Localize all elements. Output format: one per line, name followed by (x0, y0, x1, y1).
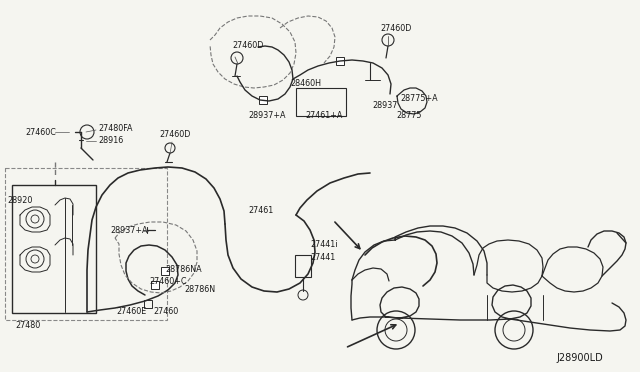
Bar (144, 300, 152, 308)
Text: 28775+A: 28775+A (400, 93, 438, 103)
Bar (5, 168, 167, 320)
Text: 28775: 28775 (396, 110, 422, 119)
Text: 27461+A: 27461+A (305, 110, 342, 119)
Bar (296, 88, 346, 116)
Text: 27441i: 27441i (310, 240, 337, 248)
Bar (151, 281, 159, 289)
Text: 28937: 28937 (372, 100, 397, 109)
Text: 27480: 27480 (15, 321, 40, 330)
Text: 28460H: 28460H (290, 78, 321, 87)
Bar (259, 96, 267, 104)
Text: 27460D: 27460D (380, 23, 412, 32)
Text: 28937+A: 28937+A (248, 110, 285, 119)
Text: 27460+C: 27460+C (149, 278, 186, 286)
Text: 28786NA: 28786NA (165, 266, 202, 275)
Text: 27460C: 27460C (25, 128, 56, 137)
Bar (161, 267, 169, 275)
Text: 27461: 27461 (248, 205, 273, 215)
Text: 28916: 28916 (98, 135, 124, 144)
Text: 27460: 27460 (153, 308, 179, 317)
Bar (295, 255, 311, 277)
Bar (12, 185, 96, 313)
Text: 27480FA: 27480FA (98, 124, 132, 132)
Bar (336, 57, 344, 65)
Text: 27460D: 27460D (232, 41, 264, 49)
Text: 28920: 28920 (7, 196, 33, 205)
Text: 28786N: 28786N (184, 285, 215, 295)
Text: J28900LD: J28900LD (556, 353, 603, 363)
Text: 27441: 27441 (310, 253, 335, 262)
Text: 27460D: 27460D (159, 129, 190, 138)
Text: 28937+A: 28937+A (110, 225, 147, 234)
Text: 27460E: 27460E (116, 308, 147, 317)
